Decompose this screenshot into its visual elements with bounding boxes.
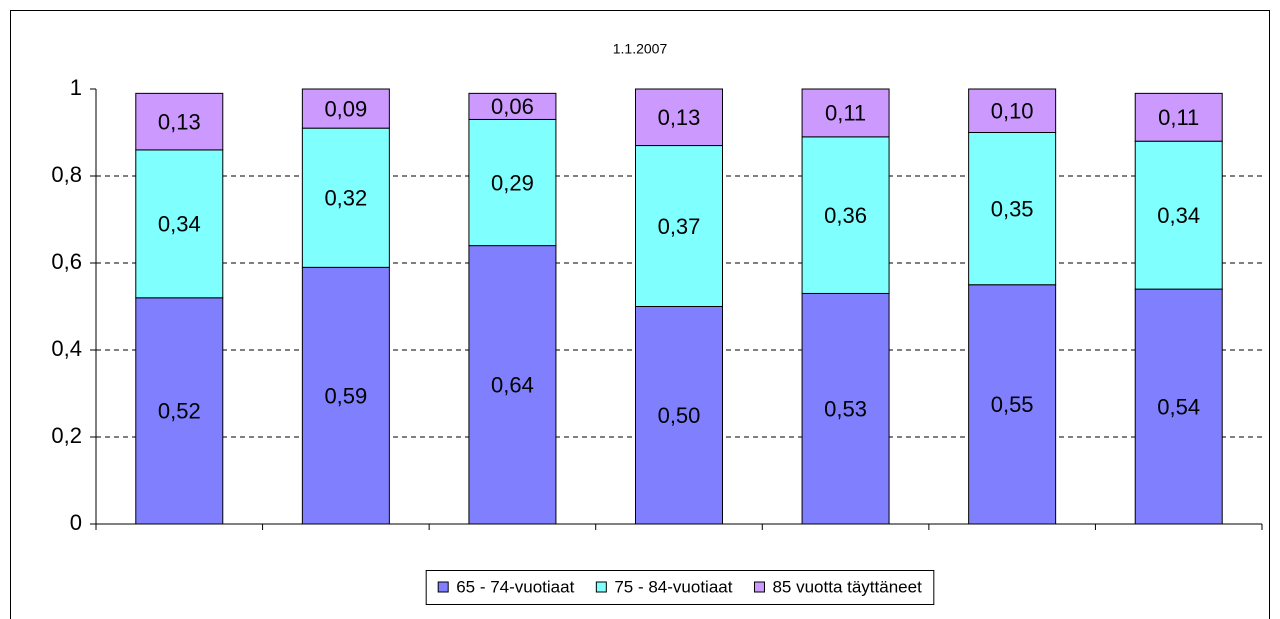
legend-swatch: [437, 581, 449, 593]
bar-segment: [801, 292, 890, 525]
data-label: 0,64: [491, 373, 534, 398]
bar-segment: [135, 297, 224, 525]
legend-swatch: [595, 581, 607, 593]
data-label: 0,13: [158, 109, 201, 134]
bar-segment: [468, 118, 557, 247]
legend-box: [425, 570, 935, 605]
bar-segment: [135, 92, 224, 151]
chart-title: 1.1.2007: [613, 41, 668, 57]
y-tick-label: 0,2: [51, 423, 82, 448]
data-label: 0,55: [991, 392, 1034, 417]
data-label: 0,50: [658, 403, 701, 428]
y-tick-label: 1: [70, 75, 82, 100]
data-label: 0,35: [991, 196, 1034, 221]
bar-segment: [1134, 92, 1223, 142]
data-label: 0,32: [324, 186, 367, 211]
bar-segment: [468, 245, 557, 525]
bar-segment: [301, 88, 390, 129]
data-label: 0,34: [1157, 203, 1200, 228]
legend-label: 65 - 74-vuotiaat: [456, 577, 574, 596]
data-label: 0,13: [658, 105, 701, 130]
data-label: 0,53: [824, 397, 867, 422]
y-tick-label: 0,8: [51, 162, 82, 187]
bar-segment: [135, 149, 224, 299]
bar-segment: [968, 88, 1057, 133]
y-tick-label: 0,4: [51, 336, 82, 361]
data-label: 0,10: [991, 99, 1034, 124]
data-label: 0,11: [825, 101, 866, 126]
bar-segment: [301, 266, 390, 525]
data-label: 0,11: [1158, 105, 1199, 130]
data-label: 0,59: [324, 383, 367, 408]
bar-segment: [468, 92, 557, 120]
legend-label: 85 vuotta täyttäneet: [772, 577, 922, 596]
data-label: 0,06: [491, 94, 534, 119]
bar-segment: [968, 284, 1057, 525]
bar-segment: [968, 132, 1057, 286]
data-label: 0,34: [158, 212, 201, 237]
bar-segment: [801, 136, 890, 294]
data-label: 0,37: [658, 214, 701, 239]
data-label: 0,09: [324, 96, 367, 121]
bar-segment: [635, 306, 723, 525]
bar-segment: [1134, 288, 1223, 525]
legend-swatch: [753, 581, 765, 593]
bar-segment: [1134, 140, 1223, 290]
data-label: 0,36: [824, 203, 867, 228]
legend-label: 75 - 84-vuotiaat: [614, 577, 732, 596]
data-label: 0,29: [491, 170, 534, 195]
data-label: 0,52: [158, 399, 201, 424]
bar-segment: [301, 127, 390, 268]
y-tick-label: 0,6: [51, 249, 82, 274]
bar-segment: [635, 88, 723, 147]
bar-segment: [801, 88, 890, 138]
data-label: 0,54: [1157, 394, 1200, 419]
y-tick-label: 0: [70, 510, 82, 535]
